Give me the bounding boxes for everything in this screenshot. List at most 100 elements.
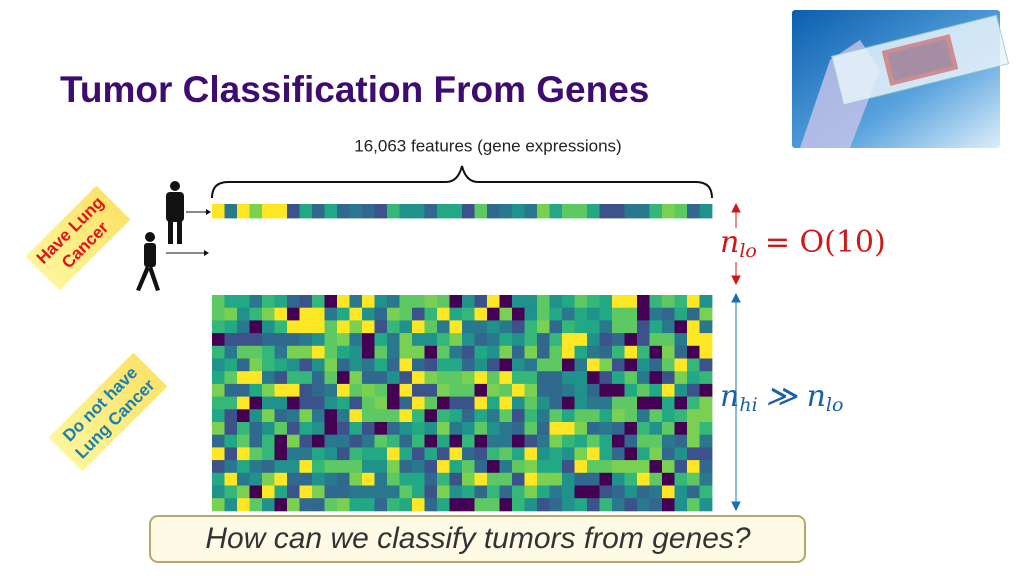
cell [324, 409, 338, 423]
cell [212, 333, 225, 347]
brace [211, 165, 713, 199]
cell [324, 345, 338, 359]
cell [399, 460, 413, 474]
people [136, 181, 211, 291]
cell [599, 371, 613, 385]
cell [262, 295, 275, 309]
cell [237, 409, 250, 423]
cell [474, 371, 488, 385]
cell [249, 422, 263, 436]
cell [624, 422, 638, 436]
cell [362, 204, 375, 219]
cell [287, 358, 300, 372]
cell [249, 396, 263, 410]
cell [474, 434, 488, 448]
cell [587, 295, 600, 309]
cell [237, 434, 250, 448]
cell [687, 320, 700, 334]
cell [212, 295, 225, 309]
cell [312, 358, 325, 372]
cell [474, 307, 488, 321]
cell [287, 204, 300, 219]
cell [299, 358, 313, 372]
cell [587, 498, 600, 512]
cell [624, 498, 638, 512]
cell [462, 472, 475, 486]
cell [212, 383, 225, 397]
cell [662, 396, 675, 410]
cell [362, 358, 375, 372]
cell [237, 295, 250, 309]
cell [474, 295, 488, 309]
cell [524, 383, 538, 397]
cell [424, 498, 438, 512]
cell [249, 204, 263, 219]
cell [674, 396, 688, 410]
cell [299, 447, 313, 461]
cell [262, 422, 275, 436]
cell [524, 472, 538, 486]
cell [424, 409, 438, 423]
cell [624, 345, 638, 359]
cell [237, 371, 250, 385]
cell [624, 447, 638, 461]
cell [374, 358, 388, 372]
cell [437, 358, 450, 372]
cell [474, 204, 488, 219]
cell [537, 383, 550, 397]
cell [274, 396, 288, 410]
cell [687, 472, 700, 486]
cell [424, 320, 438, 334]
cell [612, 307, 625, 321]
cell [587, 383, 600, 397]
cell [287, 460, 300, 474]
cell [462, 383, 475, 397]
cell [487, 204, 500, 219]
cell [674, 409, 688, 423]
cell [499, 460, 513, 474]
cell [424, 396, 438, 410]
cell [224, 307, 238, 321]
cell [412, 409, 425, 423]
cell [499, 472, 513, 486]
cell [649, 383, 663, 397]
cell [324, 358, 338, 372]
cell [287, 447, 300, 461]
cell [674, 434, 688, 448]
cell [212, 434, 225, 448]
cell [249, 434, 263, 448]
cell [324, 498, 338, 512]
cell [499, 333, 513, 347]
cell [462, 307, 475, 321]
cell [349, 396, 363, 410]
cell [212, 447, 225, 461]
cell [549, 358, 563, 372]
cell [474, 460, 488, 474]
cell [449, 434, 463, 448]
cell [212, 460, 225, 474]
cell [499, 422, 513, 436]
cell [412, 358, 425, 372]
cell [687, 358, 700, 372]
cell [612, 358, 625, 372]
cell [699, 396, 713, 410]
cell [649, 204, 663, 219]
cell [599, 422, 613, 436]
cell [212, 358, 225, 372]
cell [224, 396, 238, 410]
have-not-tag: Do not have Lung Cancer [48, 352, 168, 472]
cell [512, 422, 525, 436]
cell [674, 447, 688, 461]
cell [299, 383, 313, 397]
cell [687, 295, 700, 309]
cell [687, 460, 700, 474]
cell [349, 472, 363, 486]
cell [487, 345, 500, 359]
cell [349, 409, 363, 423]
cell [249, 485, 263, 499]
cell [549, 460, 563, 474]
cell [349, 434, 363, 448]
cell [262, 383, 275, 397]
cell [337, 320, 350, 334]
cell [349, 422, 363, 436]
